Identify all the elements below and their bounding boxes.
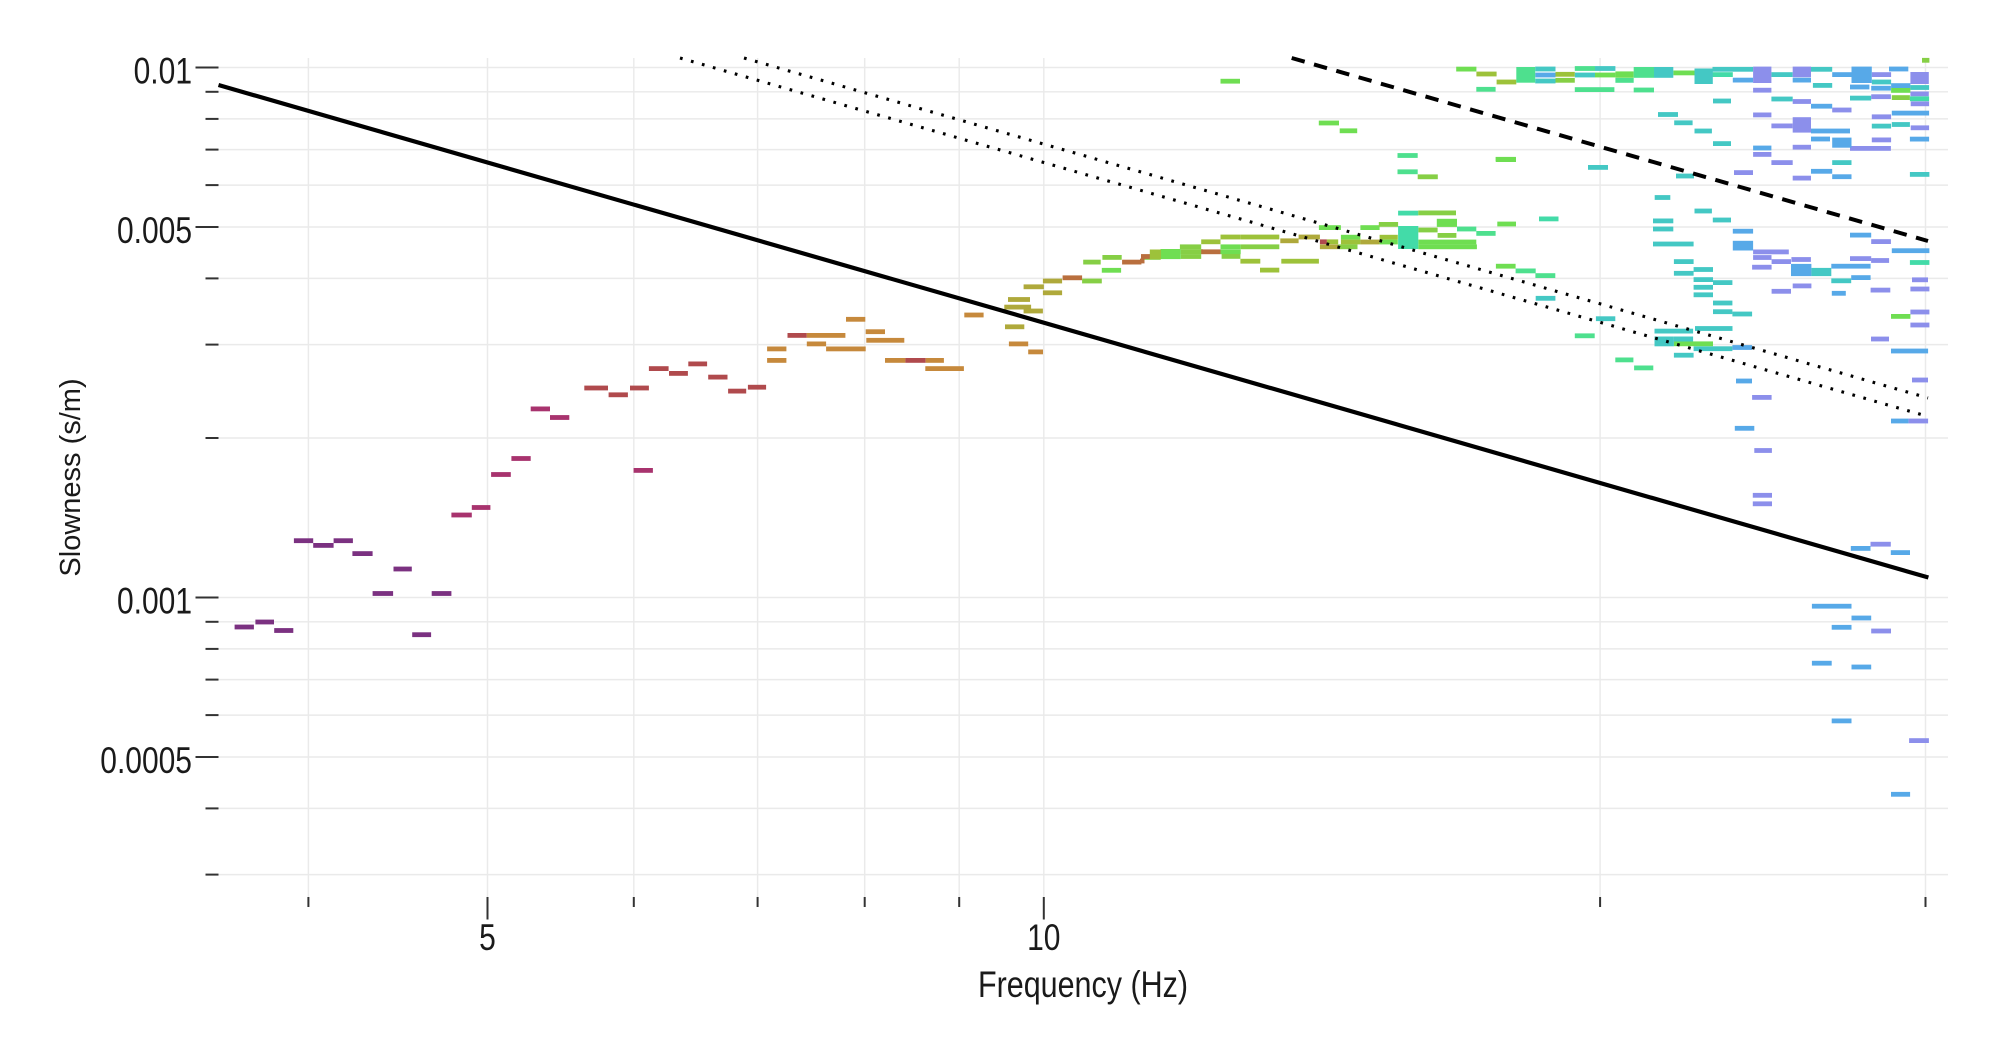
svg-text:0.0005: 0.0005: [100, 741, 192, 782]
svg-text:Slowness (s/m): Slowness (s/m): [55, 378, 87, 576]
svg-text:0.001: 0.001: [117, 582, 192, 623]
svg-text:5: 5: [479, 918, 496, 959]
svg-text:0.01: 0.01: [134, 52, 192, 93]
svg-text:0.005: 0.005: [117, 211, 192, 252]
svg-text:10: 10: [1027, 918, 1060, 959]
svg-text:Frequency (Hz): Frequency (Hz): [978, 964, 1188, 1006]
